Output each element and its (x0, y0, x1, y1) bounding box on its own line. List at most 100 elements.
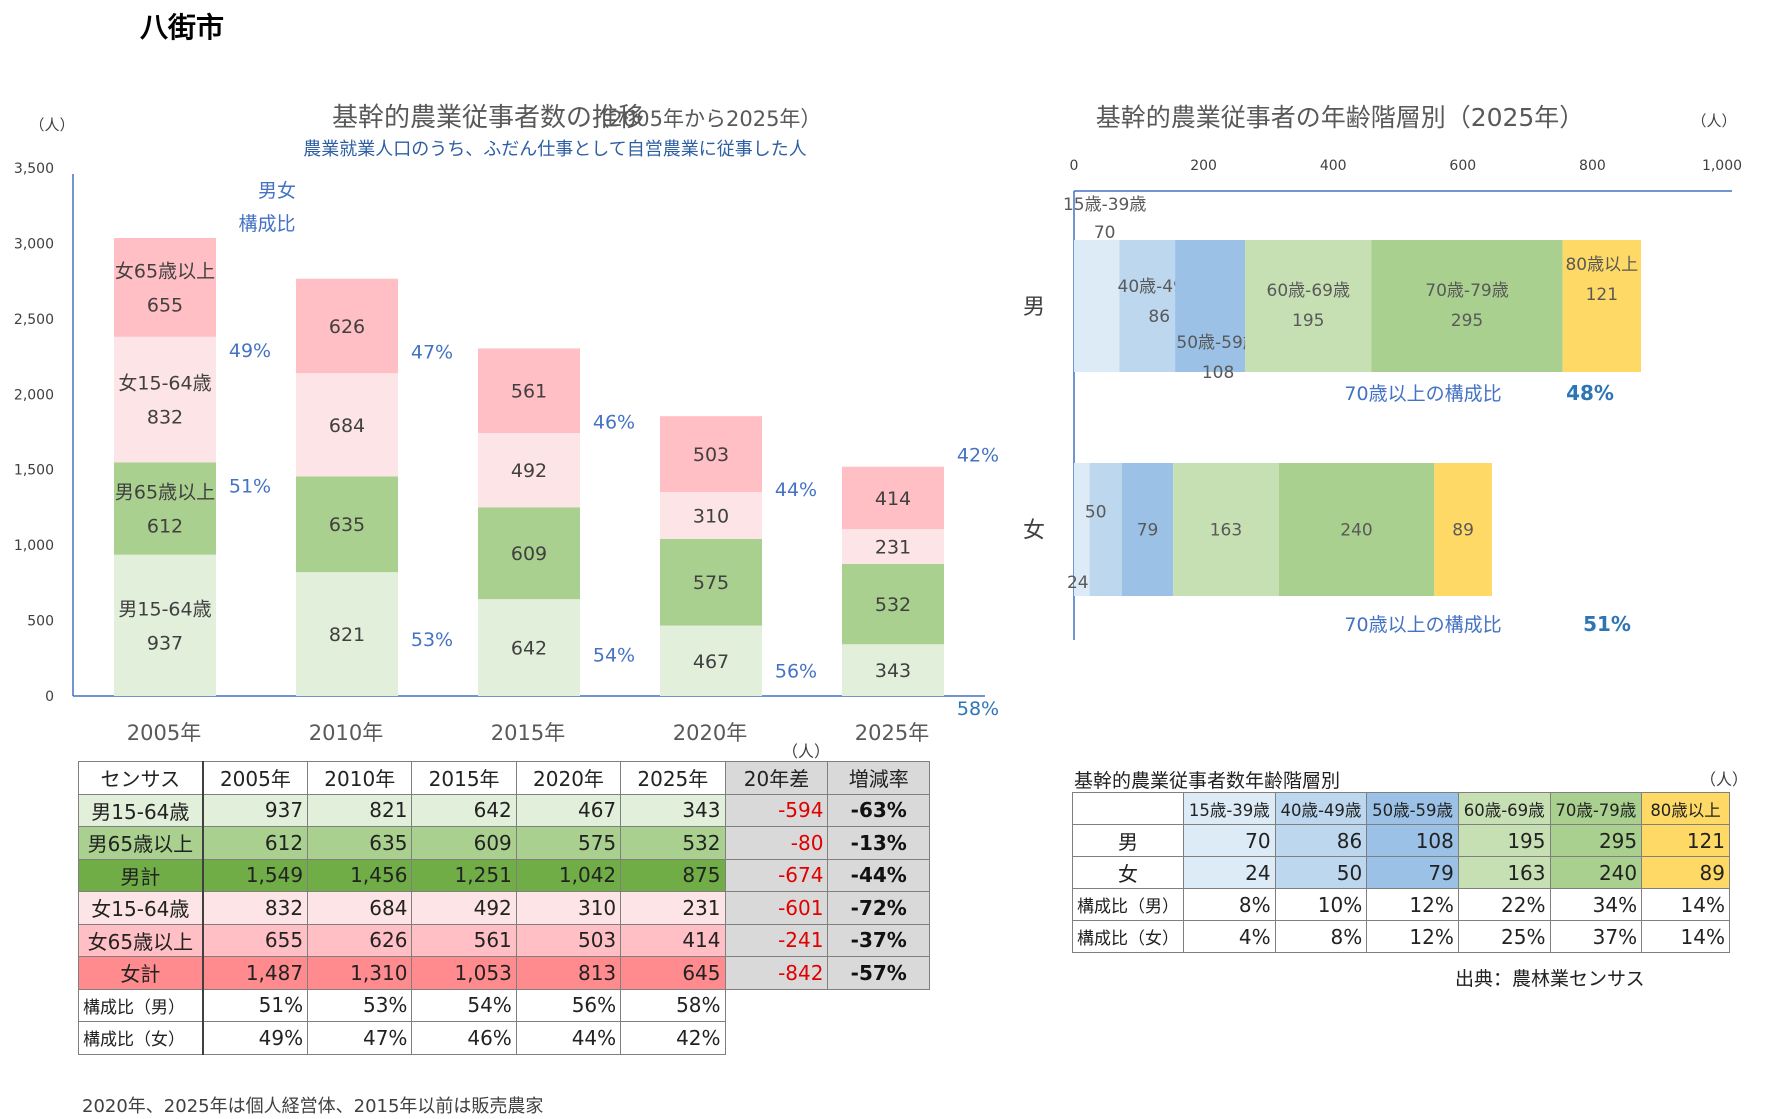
chart-subtitle: 農業就業人口のうち、ふだん仕事として自営農業に従事した人 (303, 139, 806, 160)
bar-segment (842, 466, 944, 530)
value-cell: 492 (411, 891, 517, 925)
bar-segment (1175, 240, 1246, 372)
value-cell: 684 (307, 891, 413, 925)
data-label: 108 (1202, 363, 1234, 383)
row-label: 男計 (77, 858, 204, 892)
table-row: 女計 1,487 1,310 1,053 813 645 -842 -57% (77, 956, 930, 990)
value-cell: 79 (1366, 856, 1459, 889)
header-cell: 70歳-79歳 (1549, 792, 1643, 825)
bar-segment (1089, 463, 1122, 596)
x-axis-unit: （人） (1691, 112, 1736, 130)
data-label: 561 (511, 381, 547, 403)
value-cell: 343 (620, 793, 726, 827)
table-row: 男65歳以上 612 635 609 575 532 -80 -13% (77, 826, 930, 860)
female-ratio-label: 44% (775, 479, 817, 501)
bar-segment (1121, 463, 1174, 596)
female-ratio-label: 47% (411, 342, 453, 364)
y-tick-label: 3,000 (14, 236, 54, 252)
diff-cell: -80 (724, 826, 829, 860)
row-label: 構成比（男） (77, 988, 204, 1022)
bar-segment (660, 625, 762, 696)
value-cell: 832 (201, 891, 309, 925)
bar-segment (1245, 240, 1372, 372)
bar-segment (478, 507, 580, 600)
data-label: 163 (1210, 521, 1242, 541)
data-label: 295 (1451, 311, 1483, 331)
diff-cell: -674 (724, 858, 829, 892)
data-label: 50 (1085, 503, 1107, 523)
value-cell: 8% (1274, 920, 1368, 953)
chart-title: 基幹的農業従事者の年齢階層別（2025年） (1096, 103, 1585, 132)
bar-segment (114, 237, 216, 337)
row-label: 女計 (77, 956, 204, 990)
value-cell: 50 (1274, 856, 1368, 889)
x-tick-label: 2020年 (673, 721, 747, 745)
data-label: 575 (693, 572, 729, 594)
value-cell: 42% (620, 1021, 726, 1055)
value-cell: 575 (515, 826, 622, 860)
row-label: 女65歳以上 (77, 923, 204, 957)
bar-segment (842, 644, 944, 696)
segment-series-label: 女15-64歳 (118, 373, 211, 395)
age-group-table: 15歳-39歳 40歳-49歳 50歳-59歳 60歳-69歳 70歳-79歳 80歳以上… (1072, 792, 1730, 953)
value-cell: 49% (201, 1021, 309, 1055)
chart-title-suffix: （2005年から2025年） (589, 107, 822, 131)
table-row: 女15-64歳 832 684 492 310 231 -601 -72% (77, 891, 930, 925)
y-tick-label: 2,500 (14, 312, 54, 328)
value-cell: 467 (515, 793, 622, 827)
age-ratio-row: 構成比（女） 4% 8% 12% 25% 37% 14% (1072, 920, 1730, 953)
over70-label: 70歳以上の構成比 (1344, 383, 1501, 405)
x-tick-label: 400 (1320, 158, 1347, 174)
value-cell: 655 (201, 923, 309, 957)
value-cell: 14% (1641, 888, 1730, 921)
segment-series-label: 80歳以上 (1565, 255, 1638, 275)
value-cell: 12% (1366, 920, 1459, 953)
value-cell: 70 (1183, 824, 1276, 857)
male-ratio-label: 53% (411, 629, 453, 651)
data-label: 655 (147, 294, 183, 316)
header-cell: 15歳-39歳 (1183, 792, 1276, 825)
y-tick-label: 1,500 (14, 463, 54, 479)
value-cell: 12% (1366, 888, 1459, 921)
age-table-row: 男 70 86 108 195 295 121 (1072, 824, 1730, 857)
main-table-unit: （人） (782, 742, 831, 761)
over70-ratio: 51% (1583, 612, 1631, 636)
bar-segment (296, 278, 398, 374)
data-label: 684 (329, 415, 365, 437)
population-trend-chart: 基幹的農業従事者数の推移（2005年から2025年） 農業就業人口のうち、ふだん仕… (14, 103, 999, 745)
bar-segment (660, 416, 762, 493)
bar-segment (1074, 240, 1120, 372)
row-label: 構成比（女） (77, 1021, 204, 1055)
value-cell: 14% (1641, 920, 1730, 953)
bar-segment (842, 564, 944, 645)
diff-cell: -842 (724, 956, 829, 990)
value-cell: 626 (307, 923, 413, 957)
header-cell: 50歳-59歳 (1366, 792, 1459, 825)
header-cell: 2020年 (515, 761, 622, 795)
value-cell: 1,549 (201, 858, 309, 892)
data-label: 24 (1067, 573, 1089, 593)
data-label: 414 (875, 488, 911, 510)
value-cell: 195 (1457, 824, 1551, 857)
segment-series-label: 女65歳以上 (115, 260, 215, 282)
segment-series-label: 70歳-79歳 (1425, 281, 1508, 301)
age-table-header-row: 15歳-39歳 40歳-49歳 50歳-59歳 60歳-69歳 70歳-79歳 80歳以上 (1072, 792, 1730, 825)
value-cell: 295 (1549, 824, 1643, 857)
age-ratio-row: 構成比（男） 8% 10% 12% 22% 34% 14% (1072, 888, 1730, 921)
table-row: 男計 1,549 1,456 1,251 1,042 875 -674 -44% (77, 858, 930, 892)
bar-segment (478, 599, 580, 696)
age-table-row: 女 24 50 79 163 240 89 (1072, 856, 1730, 889)
value-cell: 937 (201, 793, 309, 827)
value-cell: 1,456 (307, 858, 413, 892)
age-table-title: 基幹的農業従事者数年齢階層別 (1074, 770, 1341, 792)
data-label: 609 (511, 543, 547, 565)
y-tick-label: 0 (45, 689, 54, 705)
value-cell: 53% (307, 988, 413, 1022)
bar-segment (296, 476, 398, 573)
ratio-row: 構成比（男） 51% 53% 54% 56% 58% (77, 988, 930, 1022)
rate-cell: -57% (827, 956, 930, 990)
male-ratio-label: 51% (229, 475, 271, 497)
y-tick-label: 500 (27, 614, 54, 630)
value-cell: 34% (1549, 888, 1643, 921)
x-tick-label: 1,000 (1702, 158, 1742, 174)
